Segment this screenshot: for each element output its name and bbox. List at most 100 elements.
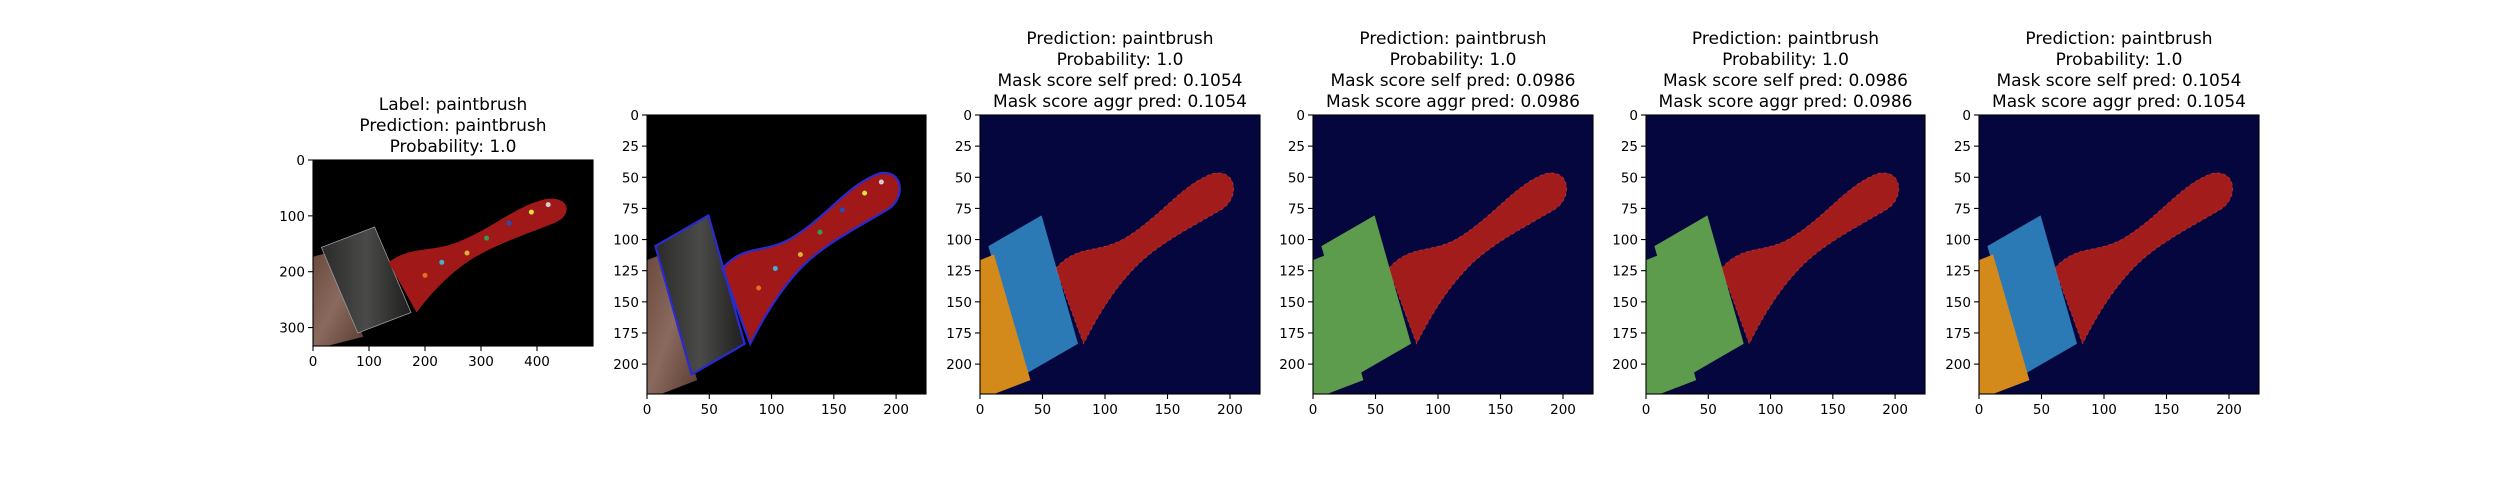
y-tick-label: 175 <box>1612 326 1638 342</box>
panel-title-line: Probability: 1.0 <box>2056 50 2183 70</box>
y-tick-label: 50 <box>1288 170 1305 186</box>
panel-image <box>1646 115 1925 394</box>
y-tick-label: 200 <box>946 357 972 373</box>
y-tick-label: 200 <box>279 265 305 281</box>
x-tick-label: 100 <box>759 402 785 418</box>
y-tick-label: 125 <box>946 264 972 280</box>
mask-ferrule-region <box>1321 215 1411 375</box>
y-tick-label: 25 <box>955 139 972 155</box>
x-tick-label: 200 <box>2216 402 2242 418</box>
panel-title-line: Probability: 1.0 <box>1722 50 1849 70</box>
y-tick-label: 175 <box>1945 326 1971 342</box>
y-tick-label: 75 <box>1621 201 1638 217</box>
y-tick-label: 175 <box>946 326 972 342</box>
axes-frame <box>1645 114 1926 395</box>
x-tick-label: 200 <box>412 354 438 370</box>
y-tick-label: 125 <box>1279 264 1305 280</box>
y-tick-label: 100 <box>946 233 972 249</box>
y-tick-label: 150 <box>1945 295 1971 311</box>
y-tick-label: 100 <box>1279 233 1305 249</box>
axes-frame <box>646 114 927 395</box>
y-tick-label: 25 <box>1954 139 1971 155</box>
x-tick-label: 100 <box>2091 402 2117 418</box>
x-tick-label: 150 <box>1155 402 1181 418</box>
x-tick-label: 0 <box>1309 402 1318 418</box>
y-tick-label: 25 <box>1288 139 1305 155</box>
x-tick-label: 50 <box>1367 402 1384 418</box>
y-tick-label: 100 <box>279 209 305 225</box>
x-tick-label: 50 <box>1700 402 1717 418</box>
x-tick-label: 100 <box>1425 402 1451 418</box>
y-tick-label: 175 <box>1279 326 1305 342</box>
axes-frame <box>979 114 1261 395</box>
contour-outline <box>721 171 901 347</box>
panel-title-line: Probability: 1.0 <box>1390 50 1517 70</box>
mask-bristles-region <box>1646 254 1697 394</box>
panel-title-line: Prediction: paintbrush <box>2025 29 2212 49</box>
panel-title-line: Mask score aggr pred: 0.0986 <box>1326 92 1580 112</box>
y-tick-label: 150 <box>1612 295 1638 311</box>
mask-bristles-region <box>1979 254 2030 394</box>
panel-title-line: Mask score self pred: 0.1054 <box>1997 71 2242 91</box>
y-tick-label: 150 <box>946 295 972 311</box>
y-tick-label: 300 <box>279 321 305 337</box>
y-tick-label: 0 <box>630 108 639 124</box>
panel-image <box>313 160 593 346</box>
x-tick-label: 100 <box>1092 402 1118 418</box>
axes-frame <box>1312 114 1594 395</box>
y-tick-label: 75 <box>1954 201 1971 217</box>
y-tick-label: 75 <box>1288 201 1305 217</box>
panel-title-line: Prediction: paintbrush <box>359 116 546 136</box>
x-tick-label: 100 <box>1758 402 1784 418</box>
x-tick-label: 300 <box>468 354 494 370</box>
y-tick-label: 50 <box>955 170 972 186</box>
mask-ferrule-region <box>1654 215 1744 375</box>
panel-title-line: Prediction: paintbrush <box>1026 29 1213 49</box>
x-tick-label: 200 <box>1882 402 1908 418</box>
panel-title-line: Prediction: paintbrush <box>1692 29 1879 49</box>
mask-ferrule-region <box>988 215 1078 375</box>
x-tick-label: 150 <box>821 402 847 418</box>
mask-bristles-region <box>1313 254 1364 394</box>
y-tick-label: 125 <box>1612 264 1638 280</box>
x-tick-label: 150 <box>1488 402 1514 418</box>
panel-title-line: Mask score aggr pred: 0.1054 <box>1992 92 2246 112</box>
y-tick-label: 25 <box>622 139 639 155</box>
x-tick-label: 0 <box>309 354 318 370</box>
x-tick-label: 200 <box>883 402 909 418</box>
y-tick-label: 200 <box>1945 357 1971 373</box>
y-tick-label: 50 <box>1621 170 1638 186</box>
x-tick-label: 150 <box>2154 402 2180 418</box>
y-tick-label: 25 <box>1621 139 1638 155</box>
x-tick-label: 0 <box>976 402 985 418</box>
x-tick-label: 400 <box>524 354 550 370</box>
panel-2: 0 50 100 150 200 0 25 50 75 100 125 150 175 200 <box>613 108 927 418</box>
x-tick-label: 150 <box>1820 402 1846 418</box>
y-tick-label: 0 <box>1629 108 1638 124</box>
x-tick-label: 0 <box>1642 402 1651 418</box>
x-tick-label: 50 <box>1034 402 1051 418</box>
x-tick-label: 0 <box>1975 402 1984 418</box>
photo-handle <box>388 198 567 313</box>
photo-bristles <box>647 254 698 394</box>
y-tick-label: 100 <box>613 233 639 249</box>
mask-bristles-region <box>980 254 1031 394</box>
panel-image <box>1979 115 2259 394</box>
y-tick-label: 150 <box>1279 295 1305 311</box>
y-tick-label: 75 <box>622 201 639 217</box>
panel-image <box>1313 115 1593 394</box>
panel-title-line: Prediction: paintbrush <box>1359 29 1546 49</box>
panel-image <box>647 115 926 394</box>
x-tick-label: 50 <box>701 402 718 418</box>
x-tick-label: 50 <box>2033 402 2050 418</box>
y-tick-label: 0 <box>1962 108 1971 124</box>
panel-title-line: Label: paintbrush <box>379 95 528 115</box>
y-tick-label: 100 <box>1612 233 1638 249</box>
axes-frame <box>312 159 594 347</box>
y-tick-label: 150 <box>613 295 639 311</box>
